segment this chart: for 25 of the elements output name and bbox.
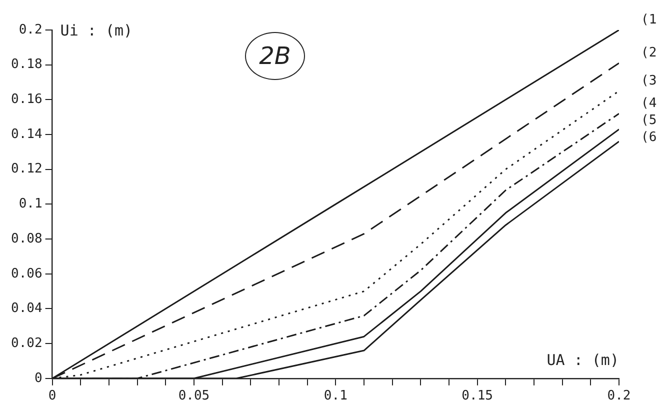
series-label: (1 [641, 12, 657, 28]
x-tick-label: 0.05 [178, 388, 210, 404]
y-tick-label: 0.04 [10, 301, 42, 316]
x-tick-label: 0.15 [462, 388, 493, 404]
y-tick-label: 0.16 [10, 92, 42, 108]
series-label: (5 [641, 112, 657, 128]
series-label: (4 [641, 96, 657, 111]
y-tick-label: 0.12 [10, 162, 42, 177]
x-tick-label: 0 [48, 388, 56, 404]
x-axis-title: UA : (m) [546, 350, 619, 369]
annotation: 2B [244, 32, 305, 80]
series-label: (3 [641, 73, 657, 88]
y-tick-label: 0.14 [10, 126, 42, 142]
y-tick-label: 0 [34, 370, 42, 386]
y-axis-title: Ui : (m) [60, 21, 133, 40]
y-tick-label: 0.02 [10, 336, 42, 351]
y-tick-label: 0.18 [10, 57, 42, 72]
y-tick-label: 0.2 [18, 22, 42, 38]
series-label: (2 [641, 45, 657, 60]
y-tick-label: 0.06 [10, 266, 42, 282]
x-tick-label: 0.2 [607, 388, 631, 404]
series-label: (6 [641, 130, 657, 145]
x-tick-label: 0.1 [324, 388, 348, 404]
y-tick-label: 0.08 [10, 231, 42, 246]
y-tick-label: 0.1 [18, 196, 42, 212]
